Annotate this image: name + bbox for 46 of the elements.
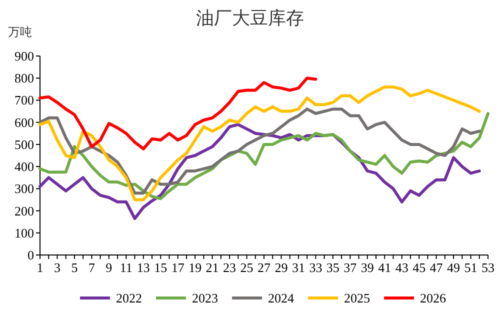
x-tick-label: 3 — [54, 260, 60, 275]
x-tick-label: 33 — [309, 260, 322, 275]
y-tick-label: 0 — [28, 248, 34, 262]
x-tick-label: 41 — [378, 260, 392, 275]
x-tick-label: 43 — [395, 260, 408, 275]
y-tick-label: 900 — [14, 48, 34, 64]
x-tick-label: 13 — [136, 260, 150, 275]
y-tick-label: 500 — [14, 136, 34, 152]
x-tick-label: 21 — [206, 260, 219, 275]
x-tick-label: 27 — [258, 260, 271, 275]
line-series — [38, 85, 481, 202]
line-series — [38, 76, 318, 150]
legend-label: 2024 — [268, 290, 294, 306]
x-tick-label: 39 — [360, 260, 374, 275]
x-tick-label: 29 — [274, 260, 288, 275]
x-tick-label: 53 — [482, 260, 494, 275]
legend-label: 2022 — [116, 290, 142, 306]
x-tick-label: 15 — [154, 260, 168, 275]
x-tick-label: 47 — [430, 260, 444, 275]
x-tick-label: 1 — [36, 260, 44, 275]
y-tick-label: 100 — [14, 225, 34, 240]
y-tick-label: 800 — [14, 70, 34, 86]
x-tick-label: 51 — [464, 260, 478, 275]
y-tick-label: 700 — [14, 92, 34, 108]
chart-title: 油厂大豆库存 — [196, 8, 304, 28]
x-tick-label: 17 — [171, 260, 185, 275]
legend-label: 2025 — [344, 290, 370, 306]
x-tick-label: 19 — [188, 260, 202, 275]
y-tick-label: 200 — [14, 203, 34, 218]
y-axis-title: 万吨 — [8, 25, 32, 39]
y-tick-label: 600 — [14, 114, 34, 130]
x-tick-label: 31 — [292, 260, 305, 275]
x-tick-label: 25 — [240, 260, 254, 275]
legend-label: 2026 — [420, 290, 446, 306]
x-tick-label: 23 — [223, 260, 236, 275]
x-tick-label: 9 — [106, 260, 112, 275]
x-tick-label: 49 — [447, 260, 460, 275]
x-tick-label: 11 — [120, 260, 132, 275]
x-tick-label: 5 — [71, 260, 78, 275]
legend-label: 2023 — [192, 290, 218, 306]
x-tick-label: 37 — [344, 260, 358, 275]
y-tick-label: 300 — [14, 181, 34, 196]
x-tick-label: 35 — [326, 260, 340, 275]
x-tick-label: 45 — [412, 260, 426, 275]
y-tick-label: 400 — [14, 159, 34, 174]
x-tick-label: 7 — [88, 260, 96, 275]
